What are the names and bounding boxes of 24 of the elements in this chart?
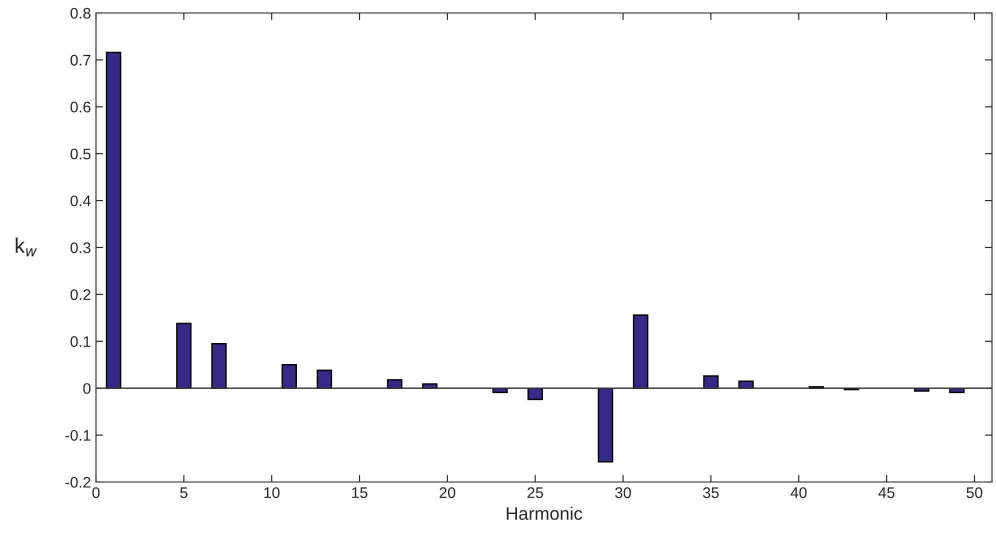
y-tick-label: -0.2 — [65, 476, 90, 488]
y-tick-label: 0.6 — [70, 102, 90, 112]
y-axis-title: k$_{w}$ — [16, 238, 37, 256]
x-axis-title: Harmonic — [506, 506, 582, 520]
y-tick-label: 0.7 — [70, 54, 90, 66]
y-tick-label: 0.2 — [70, 289, 90, 300]
x-tick-label: 40 — [790, 487, 807, 498]
x-tick-label: 20 — [440, 487, 456, 498]
x-tick-label: 35 — [702, 487, 719, 498]
x-tick-label: 25 — [527, 487, 544, 498]
x-tick-label: 5 — [180, 487, 188, 498]
x-tick-label: 50 — [966, 487, 982, 498]
y-tick-label: 0.8 — [70, 8, 90, 19]
y-tick-label: 0.3 — [70, 242, 90, 254]
y-tick-label: 0.1 — [70, 336, 90, 347]
y-tick-label: 0 — [83, 383, 91, 394]
x-tick-label: 15 — [352, 487, 368, 498]
x-tick-label: 0 — [92, 487, 100, 498]
y-tick-label: 0.4 — [70, 195, 91, 206]
y-tick-label: -0.1 — [65, 430, 90, 441]
y-tick-label: 0.5 — [70, 148, 90, 160]
x-tick-label: 10 — [264, 487, 280, 498]
x-tick-label: 45 — [878, 487, 894, 498]
x-tick-label: 30 — [615, 487, 631, 498]
